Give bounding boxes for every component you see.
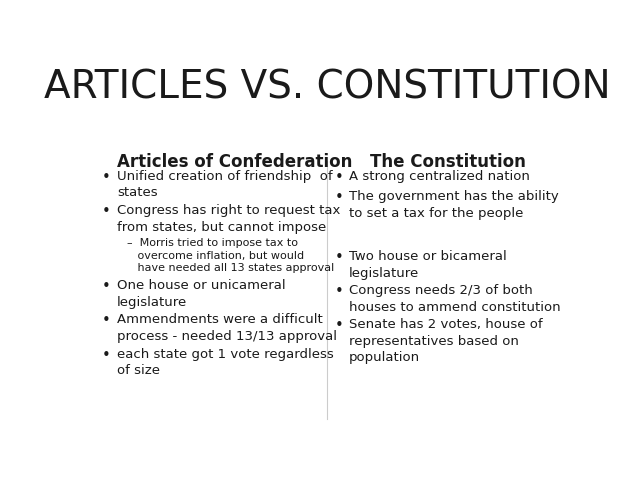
Text: Ammendments were a difficult
process - needed 13/13 approval: Ammendments were a difficult process - n… [117, 313, 337, 343]
Text: Unified creation of friendship  of
states: Unified creation of friendship of states [117, 170, 332, 199]
Text: •: • [102, 279, 111, 295]
Text: •: • [102, 313, 111, 329]
Text: each state got 1 vote regardless
of size: each state got 1 vote regardless of size [117, 348, 334, 377]
Text: •: • [334, 190, 343, 205]
Text: The Constitution: The Constitution [370, 153, 526, 171]
Text: •: • [334, 284, 343, 299]
Text: Two house or bicameral
legislature: Two house or bicameral legislature [349, 250, 507, 280]
Text: Senate has 2 votes, house of
representatives based on
population: Senate has 2 votes, house of representat… [349, 319, 543, 365]
Text: •: • [102, 204, 111, 219]
Text: Congress has right to request tax
from states, but cannot impose: Congress has right to request tax from s… [117, 204, 340, 234]
Text: •: • [334, 170, 343, 185]
Text: •: • [334, 250, 343, 265]
Text: One house or unicameral
legislature: One house or unicameral legislature [117, 279, 285, 309]
Text: ARTICLES VS. CONSTITUTION: ARTICLES VS. CONSTITUTION [43, 68, 611, 106]
Text: •: • [334, 319, 343, 333]
Text: Congress needs 2/3 of both
houses to ammend constitution: Congress needs 2/3 of both houses to amm… [349, 284, 561, 314]
Text: The government has the ability
to set a tax for the people: The government has the ability to set a … [349, 190, 559, 220]
Text: –  Morris tried to impose tax to
   overcome inflation, but would
   have needed: – Morris tried to impose tax to overcome… [127, 238, 334, 273]
Text: •: • [102, 348, 111, 363]
Text: Articles of Confederation: Articles of Confederation [117, 153, 352, 171]
Text: •: • [102, 170, 111, 185]
Text: A strong centralized nation: A strong centralized nation [349, 170, 530, 183]
